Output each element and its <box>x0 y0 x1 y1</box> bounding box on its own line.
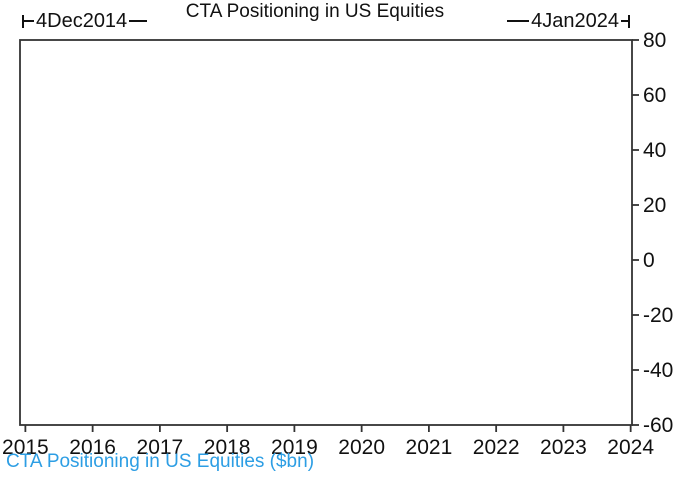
end-cap-tick <box>628 14 630 28</box>
start-date-annotation: 4Dec2014 <box>22 10 148 32</box>
y-tick-label: 60 <box>643 84 666 107</box>
axis-box <box>19 39 633 426</box>
chart-footer-caption: CTA Positioning in US Equities ($bn) <box>6 451 315 472</box>
y-tick-label: 80 <box>643 29 666 52</box>
x-tick-label: 2019 <box>271 436 318 459</box>
x-tick-label: 2015 <box>2 436 49 459</box>
start-annotation-line <box>24 20 34 22</box>
x-tick-label: 2020 <box>338 436 385 459</box>
chart-title: CTA Positioning in US Equities <box>185 1 445 22</box>
y-tick-label: 40 <box>643 139 666 162</box>
x-tick-label: 2018 <box>204 436 251 459</box>
start-cap-tick <box>22 14 24 28</box>
x-tick-label: 2023 <box>540 436 587 459</box>
y-tick-label: 20 <box>643 194 666 217</box>
y-tick-label: -40 <box>643 359 673 382</box>
x-tick-label: 2016 <box>69 436 116 459</box>
start-date-label: 4Dec2014 <box>36 10 128 32</box>
x-tick-label: 2017 <box>137 436 184 459</box>
start-annotation-line-trail <box>129 20 148 22</box>
end-date-annotation: 4Jan2024 <box>507 11 630 31</box>
y-tick-label: -20 <box>643 304 673 327</box>
end-date-label: 4Jan2024 <box>531 10 619 32</box>
y-tick-label: -60 <box>643 414 673 437</box>
x-tick-label: 2022 <box>473 436 520 459</box>
end-annotation-line-lead <box>507 20 530 22</box>
end-annotation-line <box>621 20 628 22</box>
y-tick-label: 0 <box>643 249 655 272</box>
x-tick-label: 2024 <box>607 436 654 459</box>
x-tick-label: 2021 <box>406 436 453 459</box>
